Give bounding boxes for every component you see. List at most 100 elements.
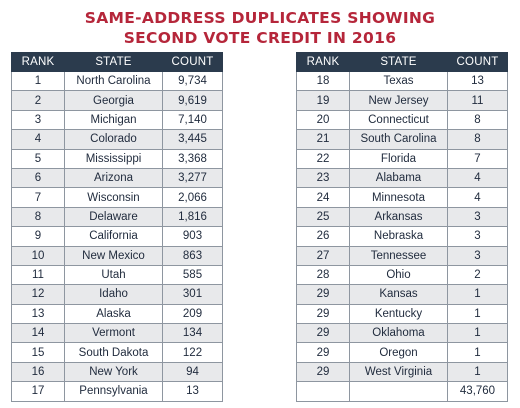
cell-count: 8 xyxy=(447,129,508,150)
table-row: 29 Oregon 1 xyxy=(296,342,508,363)
header-count: COUNT xyxy=(447,52,508,72)
cell-state: Minnesota xyxy=(349,187,448,208)
table-body-right: 18 Texas 13 19 New Jersey 11 20 Connecticut 8 21 S… xyxy=(296,70,508,402)
table-header-row: RANK STATE COUNT xyxy=(296,52,508,72)
cell-rank: 14 xyxy=(11,323,65,344)
cell-rank: 13 xyxy=(11,303,65,325)
cell-count: 3,445 xyxy=(162,129,223,150)
table-row: 9 California 903 xyxy=(11,226,223,247)
table-left: RANK STATE COUNT 1 North Carolina 9,734 2 Ge… xyxy=(11,52,223,402)
cell-state: Ohio xyxy=(349,264,448,286)
cell-count: 863 xyxy=(162,245,223,266)
cell-state: California xyxy=(64,226,163,247)
table-header-row: RANK STATE COUNT xyxy=(11,52,223,72)
cell-state: Delaware xyxy=(64,206,163,228)
header-state: STATE xyxy=(349,52,448,72)
cell-count: 3 xyxy=(447,226,508,247)
cell-state: Nebraska xyxy=(349,226,448,247)
cell-count: 13 xyxy=(447,70,508,92)
table-row: 2 Georgia 9,619 xyxy=(11,90,223,111)
table-row: 17 Pennsylvania 13 xyxy=(11,381,223,402)
cell-rank: 11 xyxy=(11,264,65,286)
cell-count: 2,066 xyxy=(162,187,223,208)
cell-count: 3,277 xyxy=(162,167,223,189)
cell-rank: 5 xyxy=(11,148,65,169)
cell-state: Wisconsin xyxy=(64,187,163,208)
cell-count: 3,368 xyxy=(162,148,223,169)
cell-count: 903 xyxy=(162,226,223,247)
cell-rank: 20 xyxy=(296,109,350,131)
cell-state: Florida xyxy=(349,148,448,169)
cell-rank: 7 xyxy=(11,187,65,208)
cell-rank: 23 xyxy=(296,167,350,189)
table-row: 5 Mississippi 3,368 xyxy=(11,148,223,169)
table-row: 6 Arizona 3,277 xyxy=(11,167,223,189)
cell-rank: 25 xyxy=(296,206,350,228)
cell-rank: 22 xyxy=(296,148,350,169)
table-row: 20 Connecticut 8 xyxy=(296,109,508,131)
table-row: 29 Kansas 1 xyxy=(296,284,508,305)
cell-rank: 29 xyxy=(296,284,350,305)
table-row: 29 Kentucky 1 xyxy=(296,303,508,325)
table-row: 26 Nebraska 3 xyxy=(296,226,508,247)
header-rank: RANK xyxy=(11,52,65,72)
cell-state: New York xyxy=(64,361,163,383)
cell-state: Georgia xyxy=(64,90,163,111)
cell-state: Arizona xyxy=(64,167,163,189)
cell-rank: 8 xyxy=(11,206,65,228)
table-row: 22 Florida 7 xyxy=(296,148,508,169)
table-row: 28 Ohio 2 xyxy=(296,264,508,286)
cell-count: 4 xyxy=(447,187,508,208)
page-title: SAME-ADDRESS DUPLICATES SHOWING xyxy=(84,9,436,27)
cell-rank: 24 xyxy=(296,187,350,208)
table-row: 25 Arkansas 3 xyxy=(296,206,508,228)
cell-count: 9,734 xyxy=(162,70,223,92)
cell-count: 7,140 xyxy=(162,109,223,131)
cell-count: 3 xyxy=(447,206,508,228)
cell-rank: 16 xyxy=(11,361,65,383)
table-row: 15 South Dakota 122 xyxy=(11,342,223,363)
cell-count: 1 xyxy=(447,323,508,344)
table-row: 27 Tennessee 3 xyxy=(296,245,508,266)
cell-rank: 1 xyxy=(11,70,65,92)
cell-state: Idaho xyxy=(64,284,163,305)
cell-rank: 4 xyxy=(11,129,65,150)
cell-count: 3 xyxy=(447,245,508,266)
cell-rank: 27 xyxy=(296,245,350,266)
cell-state: South Dakota xyxy=(64,342,163,363)
cell-rank: 29 xyxy=(296,303,350,325)
table-row: 24 Minnesota 4 xyxy=(296,187,508,208)
cell-count: 134 xyxy=(162,323,223,344)
cell-state xyxy=(349,381,448,402)
cell-rank: 29 xyxy=(296,323,350,344)
table-row: 14 Vermont 134 xyxy=(11,323,223,344)
table-body-left: 1 North Carolina 9,734 2 Georgia 9,619 3 Michig… xyxy=(11,70,223,402)
cell-state: Tennessee xyxy=(349,245,448,266)
table-row: 21 South Carolina 8 xyxy=(296,129,508,150)
table-row: 1 North Carolina 9,734 xyxy=(11,70,223,92)
cell-state: Alaska xyxy=(64,303,163,325)
cell-state: Connecticut xyxy=(349,109,448,131)
cell-rank: 26 xyxy=(296,226,350,247)
cell-state: Texas xyxy=(349,70,448,92)
cell-count: 585 xyxy=(162,264,223,286)
cell-count: 1 xyxy=(447,342,508,363)
cell-rank: 18 xyxy=(296,70,350,92)
cell-state: Michigan xyxy=(64,109,163,131)
cell-count: 1 xyxy=(447,303,508,325)
cell-count: 13 xyxy=(162,381,223,402)
page-subtitle: SECOND VOTE CREDIT IN 2016 xyxy=(123,29,397,47)
table-row: 12 Idaho 301 xyxy=(11,284,223,305)
cell-rank: 21 xyxy=(296,129,350,150)
table-row: 8 Delaware 1,816 xyxy=(11,206,223,228)
cell-state: North Carolina xyxy=(64,70,163,92)
header-count: COUNT xyxy=(162,52,223,72)
cell-state: Utah xyxy=(64,264,163,286)
cell-rank: 6 xyxy=(11,167,65,189)
cell-rank: 29 xyxy=(296,361,350,383)
cell-state: Pennsylvania xyxy=(64,381,163,402)
cell-rank: 28 xyxy=(296,264,350,286)
cell-rank: 29 xyxy=(296,342,350,363)
cell-count: 1 xyxy=(447,284,508,305)
table-row: 29 West Virginia 1 xyxy=(296,361,508,383)
